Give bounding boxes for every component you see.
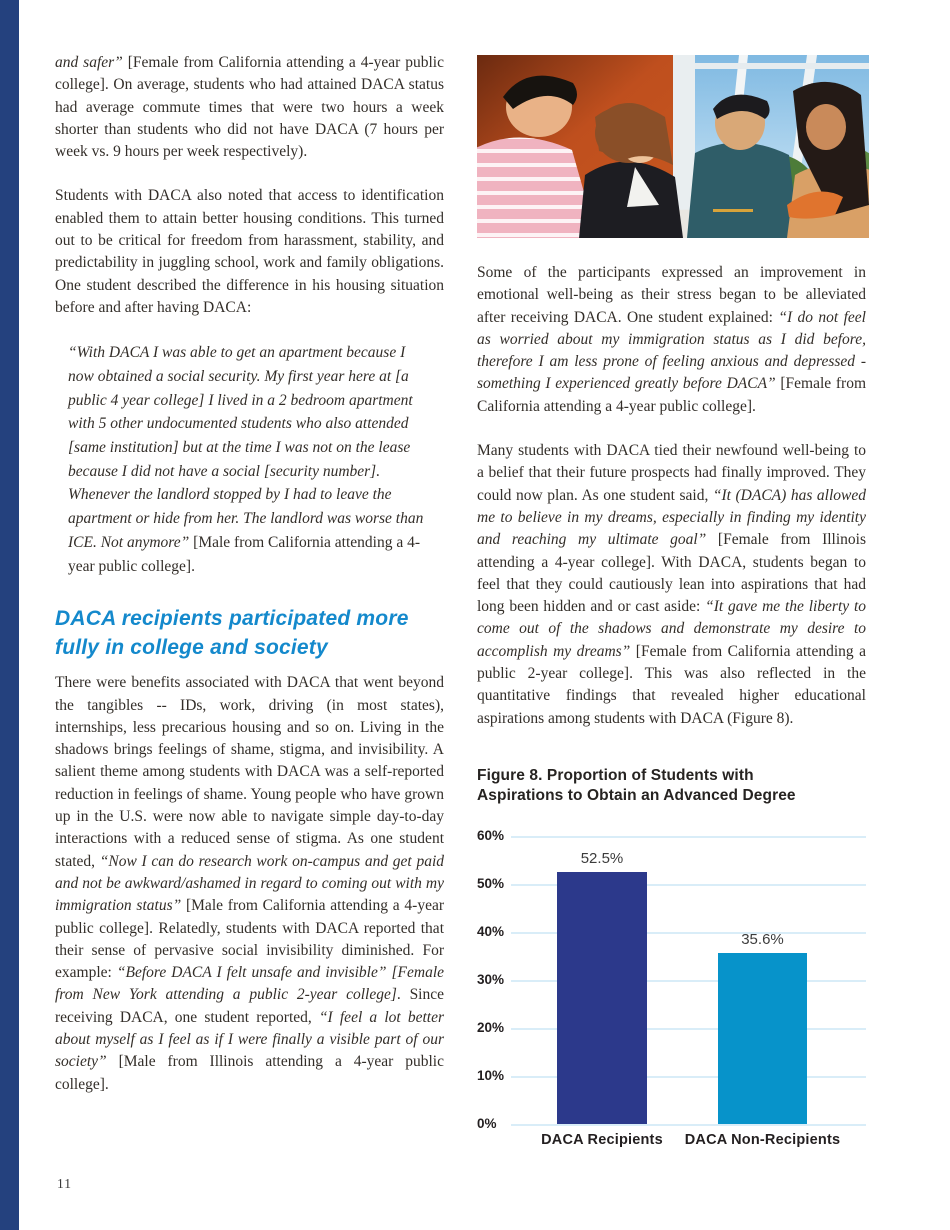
body-text: [Female from California attending a 4-ye… [55,54,444,161]
body-text: [Male from California attending a 4-year… [68,533,420,575]
paragraph-aspirations: Many students with DACA tied their newfo… [477,440,866,730]
y-axis-tick-label: 20% [477,1019,505,1035]
figure-8-caption: Figure 8. Proportion of Students with As… [477,766,796,804]
body-text: [Female from California attending a publ… [477,642,867,727]
paragraph-wellbeing: Some of the participants expressed an im… [477,262,866,418]
bar-daca-non-recipients [718,953,807,1124]
paragraph-commute: and safer” [Female from California atten… [55,52,444,163]
y-axis-tick-label: 50% [477,875,505,891]
figure-8: Figure 8. Proportion of Students with As… [477,766,866,1160]
quote-text: and safer” [55,54,123,71]
students-photo-illustration [477,55,869,238]
page-number: 11 [57,1176,72,1191]
bar-daca-recipients [557,871,647,1124]
chart-gridline [511,883,866,886]
right-column: Some of the participants expressed an im… [477,55,869,1160]
block-quote-apartment: “With DACA I was able to get an apartmen… [68,341,424,578]
students-photo [477,55,869,238]
body-text: There were benefits associated with DACA… [55,674,444,870]
chart-gridline [511,835,866,838]
quote-text: “Now I can do research work on-campus an… [55,852,444,915]
quote-text: “I feel a lot better about myself as I f… [55,1008,444,1071]
y-axis-tick-label: 40% [477,923,505,939]
left-accent-bar [0,0,19,1230]
bar-value-label: 52.5% [580,849,624,867]
quote-text: “Before DACA I felt unsafe and invisible… [55,964,445,1004]
x-axis-category-label: DACA Non-Recipients [684,1131,841,1148]
chart-gridline [511,1075,866,1078]
section-heading: DACA recipients participated more fully … [55,607,409,660]
paragraph-housing: Students with DACA also noted that acces… [55,187,444,316]
body-text: [Male from California attending a 4-year… [55,897,444,982]
body-text: [Female from Illinois attending a 4-year… [477,531,866,616]
chart-gridline [511,1123,866,1126]
y-axis-tick-label: 30% [477,971,505,987]
body-text: Some of the participants expressed an im… [477,264,866,326]
paragraph-benefits: There were benefits associated with DACA… [55,672,444,1096]
y-axis-tick-label: 0% [477,1115,497,1131]
quote-text: “I do not feel as worried about my immig… [477,308,866,393]
quote-text: “With DACA I was able to get an apartmen… [68,344,424,551]
body-text: . Since receiving DACA, one student repo… [55,986,445,1026]
body-text: Many students with DACA tied their newfo… [477,442,866,504]
y-axis-tick-label: 10% [477,1067,505,1083]
chart-gridline [511,979,866,982]
bar-value-label: 35.6% [741,931,784,949]
y-axis-tick-label: 60% [477,827,505,843]
x-axis-category-label: DACA Recipients [541,1131,663,1148]
chart-gridline [511,1027,866,1030]
quote-text: “It gave me the liberty to come out of t… [477,598,867,660]
figure8-chart: 60% 50% 40% 30% 20% 10% 0% 52.5% DACA Recipients… [477,818,868,1160]
quote-text: “It (DACA) has allowed me to believe in … [477,486,866,549]
body-text: [Male from Illinois attending a 4-year p… [55,1053,444,1093]
body-text: [Female from California attending a 4-ye… [477,375,866,415]
chart-gridline [511,931,866,934]
left-column: and safer” [Female from California atten… [55,52,444,1118]
